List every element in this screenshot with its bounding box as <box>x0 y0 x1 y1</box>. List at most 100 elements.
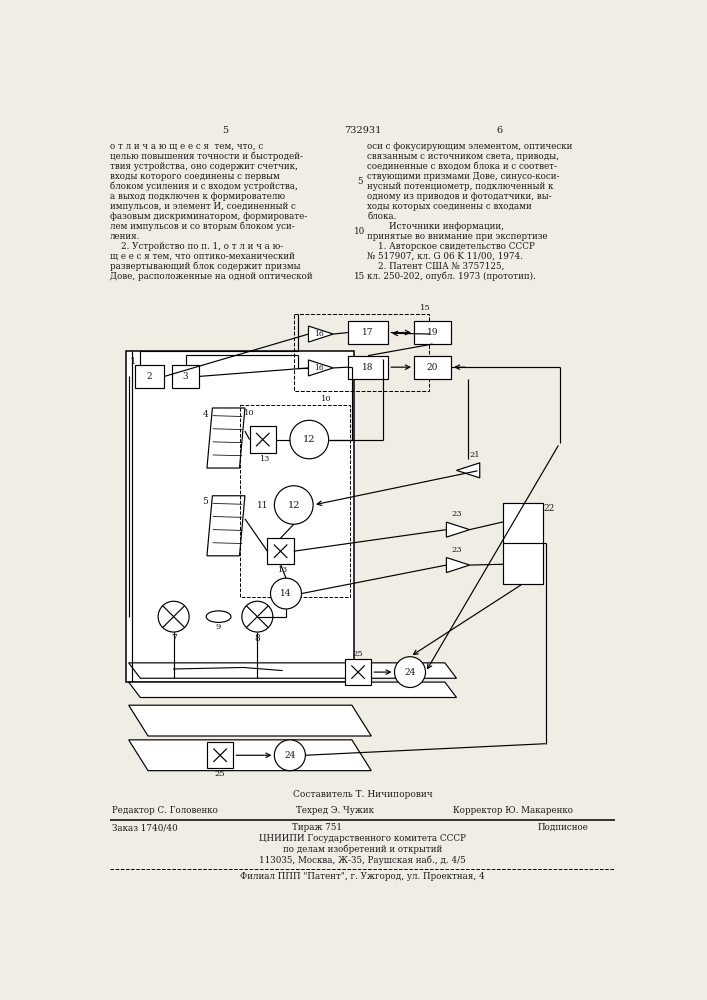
Bar <box>240 405 349 597</box>
Text: 16: 16 <box>315 364 325 372</box>
Bar <box>172 365 199 388</box>
Text: Заказ 1740/40: Заказ 1740/40 <box>112 823 177 832</box>
Text: 24: 24 <box>284 751 296 760</box>
Text: 2. Патент США № 3757125,: 2. Патент США № 3757125, <box>368 262 505 271</box>
Text: Редактор С. Головенко: Редактор С. Головенко <box>112 806 218 815</box>
Text: по делам изобретений и открытий: по делам изобретений и открытий <box>283 845 443 854</box>
Text: ствующими призмами Дове, синусо-коси-: ствующими призмами Дове, синусо-коси- <box>368 172 560 181</box>
Polygon shape <box>446 522 469 537</box>
Text: ления.: ления. <box>110 232 141 241</box>
Text: Филиал ППП "Патент", г. Ужгород, ул. Проектная, 4: Филиал ППП "Патент", г. Ужгород, ул. Про… <box>240 872 485 881</box>
Text: 23: 23 <box>451 510 462 518</box>
Bar <box>135 365 164 388</box>
Text: 22: 22 <box>544 504 555 513</box>
Text: 11: 11 <box>257 500 269 510</box>
Bar <box>503 503 543 584</box>
Text: 15: 15 <box>354 272 366 281</box>
Text: Подписное: Подписное <box>538 823 589 832</box>
Text: импульсов, и элемент И, соединенный с: импульсов, и элемент И, соединенный с <box>110 202 296 211</box>
Bar <box>126 351 354 682</box>
Text: 2. Устройство по п. 1, о т л и ч а ю-: 2. Устройство по п. 1, о т л и ч а ю- <box>110 242 284 251</box>
Text: ЦНИИПИ Государственного комитета СССР: ЦНИИПИ Государственного комитета СССР <box>259 834 466 843</box>
Circle shape <box>242 601 273 632</box>
Text: 14: 14 <box>280 589 292 598</box>
Text: оси с фокусирующим элементом, оптически: оси с фокусирующим элементом, оптически <box>368 142 573 151</box>
Polygon shape <box>308 360 333 376</box>
Text: одному из приводов и фотодатчики, вы-: одному из приводов и фотодатчики, вы- <box>368 192 552 201</box>
Text: развертывающий блок содержит призмы: развертывающий блок содержит призмы <box>110 262 300 271</box>
Polygon shape <box>457 463 480 478</box>
Text: 5: 5 <box>357 177 363 186</box>
Text: кл. 250-202, опубл. 1973 (прототип).: кл. 250-202, опубл. 1973 (прототип). <box>368 272 536 281</box>
Polygon shape <box>207 408 245 468</box>
Text: 7: 7 <box>171 634 177 643</box>
Text: 12: 12 <box>288 500 300 510</box>
Circle shape <box>274 740 305 771</box>
Text: фазовым дискриминатором, формировате-: фазовым дискриминатором, формировате- <box>110 212 308 221</box>
Circle shape <box>290 420 329 459</box>
Text: 21: 21 <box>469 451 479 459</box>
Circle shape <box>271 578 301 609</box>
Text: 19: 19 <box>427 328 438 337</box>
Text: о т л и ч а ю щ е е с я  тем, что, с: о т л и ч а ю щ е е с я тем, что, с <box>110 142 263 151</box>
Text: а выход подключен к формирователю: а выход подключен к формирователю <box>110 192 285 201</box>
Text: 3: 3 <box>183 372 189 381</box>
Text: Тираж 751: Тираж 751 <box>292 823 342 832</box>
Text: 12: 12 <box>303 435 315 444</box>
Text: 23: 23 <box>451 546 462 554</box>
Text: 17: 17 <box>363 328 374 337</box>
Text: Корректор Ю. Макаренко: Корректор Ю. Макаренко <box>452 806 573 815</box>
Bar <box>267 538 293 564</box>
Text: твия устройства, оно содержит счетчик,: твия устройства, оно содержит счетчик, <box>110 162 298 171</box>
Circle shape <box>274 486 313 524</box>
Text: 732931: 732931 <box>344 126 381 135</box>
Text: 25: 25 <box>353 650 363 658</box>
Text: 10: 10 <box>321 395 332 403</box>
Polygon shape <box>308 326 333 342</box>
Text: № 517907, кл. G 06 K 11/00, 1974.: № 517907, кл. G 06 K 11/00, 1974. <box>368 252 523 261</box>
Circle shape <box>158 601 189 632</box>
Text: ходы которых соединены с входами: ходы которых соединены с входами <box>368 202 532 211</box>
Text: блока.: блока. <box>368 212 397 221</box>
Ellipse shape <box>206 611 231 622</box>
Bar <box>250 426 276 453</box>
Text: 8: 8 <box>255 634 260 643</box>
Text: 20: 20 <box>427 363 438 372</box>
Polygon shape <box>129 740 371 771</box>
Polygon shape <box>207 496 245 556</box>
Text: Дове, расположенные на одной оптической: Дове, расположенные на одной оптической <box>110 272 312 281</box>
Circle shape <box>395 657 426 687</box>
Text: Источники информации,: Источники информации, <box>368 222 504 231</box>
Polygon shape <box>446 558 469 573</box>
Text: 15: 15 <box>420 304 431 312</box>
Text: соединенные с входом блока и с соответ-: соединенные с входом блока и с соответ- <box>368 162 558 171</box>
Text: 10: 10 <box>354 227 366 236</box>
Polygon shape <box>129 682 457 698</box>
Text: 4: 4 <box>202 410 209 419</box>
Text: 113035, Москва, Ж-35, Раушская наб., д. 4/5: 113035, Москва, Ж-35, Раушская наб., д. … <box>259 855 466 865</box>
Text: принятые во внимание при экспертизе: принятые во внимание при экспертизе <box>368 232 548 241</box>
Text: Составитель Т. Ничипорович: Составитель Т. Ничипорович <box>293 790 433 799</box>
Bar <box>348 356 388 379</box>
Text: щ е е с я тем, что оптико-механический: щ е е с я тем, что оптико-механический <box>110 252 295 261</box>
Text: Техред Э. Чужик: Техред Э. Чужик <box>296 806 374 815</box>
Bar <box>348 321 388 344</box>
Bar <box>345 659 371 685</box>
Text: 13: 13 <box>277 566 287 574</box>
Bar <box>414 356 451 379</box>
Polygon shape <box>129 705 371 736</box>
Text: 2: 2 <box>147 372 153 381</box>
Text: лем импульсов и со вторым блоком уси-: лем импульсов и со вторым блоком уси- <box>110 222 295 231</box>
Text: 18: 18 <box>363 363 374 372</box>
Text: 10: 10 <box>243 409 254 417</box>
Text: 16: 16 <box>315 330 325 338</box>
Text: 9: 9 <box>216 623 221 631</box>
Bar <box>414 321 451 344</box>
Text: блоком усиления и с входом устройства,: блоком усиления и с входом устройства, <box>110 182 298 191</box>
Bar <box>293 314 429 391</box>
Text: 24: 24 <box>404 668 416 677</box>
Text: 5: 5 <box>202 497 209 506</box>
Text: 6: 6 <box>496 126 502 135</box>
Text: 5: 5 <box>223 126 228 135</box>
Text: нусный потенциометр, подключенный к: нусный потенциометр, подключенный к <box>368 182 554 191</box>
